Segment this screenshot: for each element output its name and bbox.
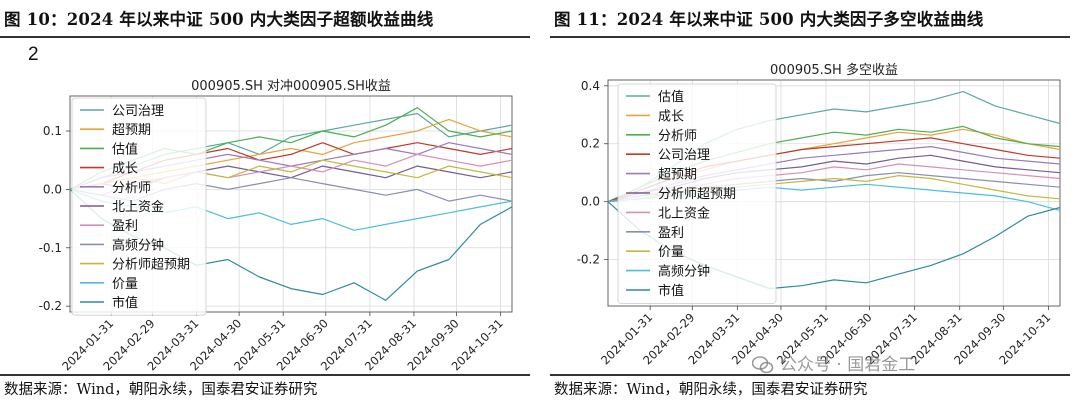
legend-box: [71, 97, 207, 316]
legend-label: 成长: [658, 109, 684, 124]
legend-label: 价量: [658, 245, 684, 260]
legend-label: 高频分钟: [658, 264, 710, 280]
data-source-right: 数据来源：Wind，朝阳永续，国泰君安证券研究: [554, 382, 868, 398]
legend-label: 市值: [112, 295, 138, 311]
y-tick-label: -0.1: [39, 241, 62, 255]
wechat-icon: [751, 356, 774, 374]
legend-label: 北上资金: [658, 205, 710, 221]
legend-label: 分析师超预期: [112, 258, 190, 273]
source-rule-right: [550, 374, 1070, 376]
y-tick-label: -0.2: [577, 253, 600, 267]
y-tick-label: -0.2: [39, 299, 62, 313]
right-figure-panel: 图 11：2024 年以来中证 500 内大类因子多空收益曲线 000905.S…: [550, 0, 1080, 406]
y-tick-label: 0.2: [581, 137, 600, 151]
legend-label: 北上资金: [112, 199, 164, 215]
y-tick-label: 0.4: [581, 79, 600, 93]
watermark: 公众号 · 国君金工: [751, 350, 1052, 375]
plot-frame: [607, 79, 1061, 307]
chart-excess-return: 000905.SH 对冲000905.SH收益-0.2-0.10.00.1202…: [39, 79, 513, 373]
legend-label: 盈利: [112, 219, 138, 234]
chart-title: 000905.SH 多空收益: [770, 62, 898, 78]
legend-label: 高频分钟: [112, 237, 164, 253]
legend-label: 市值: [658, 283, 684, 299]
legend-label: 价量: [112, 277, 138, 292]
legend-label: 估值: [112, 141, 138, 157]
y-tick-label: 0.1: [43, 124, 62, 138]
source-rule-left: [0, 374, 530, 376]
plot-frame: [69, 95, 513, 313]
legend-label: 超预期: [658, 168, 697, 183]
legend-label: 超预期: [112, 123, 151, 138]
legend-label: 盈利: [658, 226, 684, 241]
legend-label: 分析师超预期: [658, 187, 736, 202]
legend-label: 分析师: [658, 129, 697, 144]
figure-title-left: 图 10：2024 年以来中证 500 内大类因子超额收益曲线: [4, 10, 434, 29]
title-rule-right: [550, 36, 1070, 38]
legend-label: 公司治理: [658, 148, 710, 163]
watermark-text: 公众号 · 国君金工: [780, 355, 916, 375]
legend-box: [617, 83, 777, 304]
panel-number: 2: [28, 44, 39, 65]
title-rule-left: [0, 36, 530, 38]
legend-label: 分析师: [112, 181, 151, 196]
legend-label: 成长: [112, 162, 138, 177]
legend-label: 估值: [658, 89, 684, 105]
legend-label: 公司治理: [112, 104, 164, 119]
left-figure-panel: 图 10：2024 年以来中证 500 内大类因子超额收益曲线 2 000905…: [0, 10, 530, 398]
y-tick-label: 0.0: [581, 195, 600, 209]
chart-title: 000905.SH 对冲000905.SH收益: [191, 79, 391, 94]
data-source-left: 数据来源：Wind，朝阳永续，国泰君安证券研究: [4, 382, 318, 398]
y-tick-label: 0.0: [43, 182, 62, 196]
chart-long-short-return: 000905.SH 多空收益-0.20.00.20.42024-01-31202…: [577, 62, 1061, 367]
figure-title-right: 图 11：2024 年以来中证 500 内大类因子多空收益曲线: [554, 10, 984, 29]
